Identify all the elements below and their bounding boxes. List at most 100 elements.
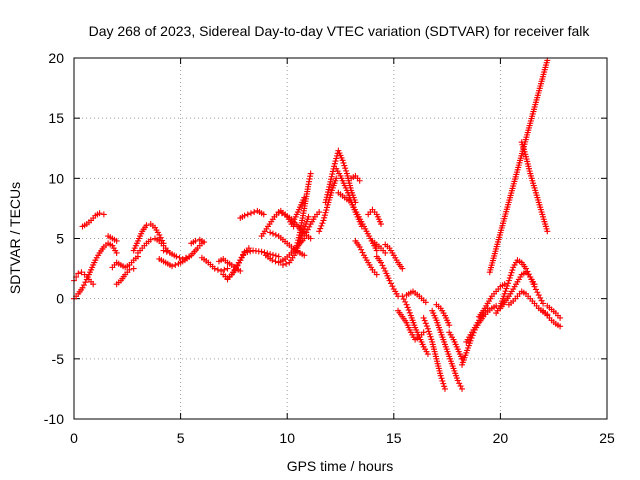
data-point (325, 189, 332, 196)
data-point (386, 277, 393, 284)
data-point (538, 297, 545, 304)
data-point (247, 210, 254, 217)
data-point (82, 279, 89, 286)
data-point (534, 289, 541, 296)
x-tick-label: 10 (279, 430, 295, 446)
data-point (537, 294, 544, 301)
data-point (373, 247, 380, 254)
data-point (176, 254, 183, 261)
data-point (454, 377, 461, 384)
data-point (307, 170, 314, 177)
data-point (241, 249, 248, 256)
chart-title: Day 268 of 2023, Sidereal Day-to-day VTE… (89, 23, 591, 39)
x-tick-label: 20 (493, 430, 509, 446)
data-point (75, 270, 82, 277)
data-point (378, 221, 385, 228)
data-point (304, 226, 311, 233)
data-point (324, 191, 331, 198)
data-point (333, 175, 340, 182)
data-point (96, 210, 103, 217)
data-point (424, 325, 431, 332)
data-point (332, 158, 339, 165)
data-point (326, 183, 333, 190)
data-point (296, 232, 303, 239)
data-point (339, 157, 346, 164)
data-point (278, 210, 285, 217)
data-point (404, 304, 411, 311)
data-point (316, 209, 323, 216)
data-point (269, 251, 276, 258)
data-point (427, 333, 434, 340)
data-point (506, 274, 513, 281)
data-point (340, 159, 347, 166)
data-point (333, 155, 340, 162)
data-point (557, 314, 564, 321)
data-point (532, 286, 539, 293)
data-point (425, 328, 432, 335)
data-point (399, 265, 406, 272)
plot-frame (73, 57, 608, 420)
data-point (456, 380, 463, 387)
data-point (318, 222, 325, 229)
data-point (524, 268, 531, 275)
y-tick-label: 0 (56, 291, 64, 307)
data-point (113, 249, 120, 256)
data-point (147, 236, 154, 243)
data-point (428, 336, 435, 343)
data-point (403, 301, 410, 308)
data-point (245, 245, 252, 252)
data-point (156, 231, 163, 238)
y-tick-label: -5 (52, 351, 65, 367)
data-point (356, 177, 363, 184)
data-point (509, 267, 516, 274)
data-point (143, 222, 150, 229)
x-tick-label: 15 (386, 430, 402, 446)
data-point (503, 285, 510, 292)
tick-label-layer: 0 5 10 15 20 25 -10 -5 0 5 10 15 20 (44, 50, 615, 446)
data-point (201, 239, 208, 246)
data-point (424, 351, 431, 358)
data-point (269, 230, 276, 237)
data-point (358, 246, 365, 253)
data-point (502, 288, 509, 295)
data-point (380, 265, 387, 272)
data-point (283, 260, 290, 267)
data-point (540, 300, 547, 307)
data-point (251, 209, 258, 216)
data-point (331, 160, 338, 167)
data-point (508, 269, 515, 276)
data-point (267, 229, 274, 236)
data-point (505, 277, 512, 284)
data-point (421, 317, 428, 324)
y-tick-label: -10 (44, 411, 64, 427)
x-tick-label: 5 (177, 430, 185, 446)
data-point (437, 372, 444, 379)
data-point (457, 383, 464, 390)
data-point (160, 247, 167, 254)
data-point (182, 254, 189, 261)
data-point (327, 178, 334, 185)
data-point (535, 292, 542, 299)
data-point (126, 266, 133, 273)
data-point (100, 211, 107, 218)
data-point (329, 171, 336, 178)
data-point (269, 257, 276, 264)
data-point (328, 173, 335, 180)
data-point (439, 377, 446, 384)
y-axis-label: SDTVAR / TECUs (7, 182, 23, 294)
data-point (163, 248, 170, 255)
data-point (328, 176, 335, 183)
data-point (218, 267, 225, 274)
data-point (258, 248, 265, 255)
data-point (438, 375, 445, 382)
data-point (292, 247, 299, 254)
data-point (275, 253, 282, 260)
data-point (467, 337, 474, 344)
data-point (323, 196, 330, 203)
x-tick-label: 25 (599, 430, 615, 446)
data-point (305, 213, 312, 220)
data-point (179, 255, 186, 262)
data-point (323, 207, 330, 214)
x-tick-label: 0 (70, 430, 78, 446)
